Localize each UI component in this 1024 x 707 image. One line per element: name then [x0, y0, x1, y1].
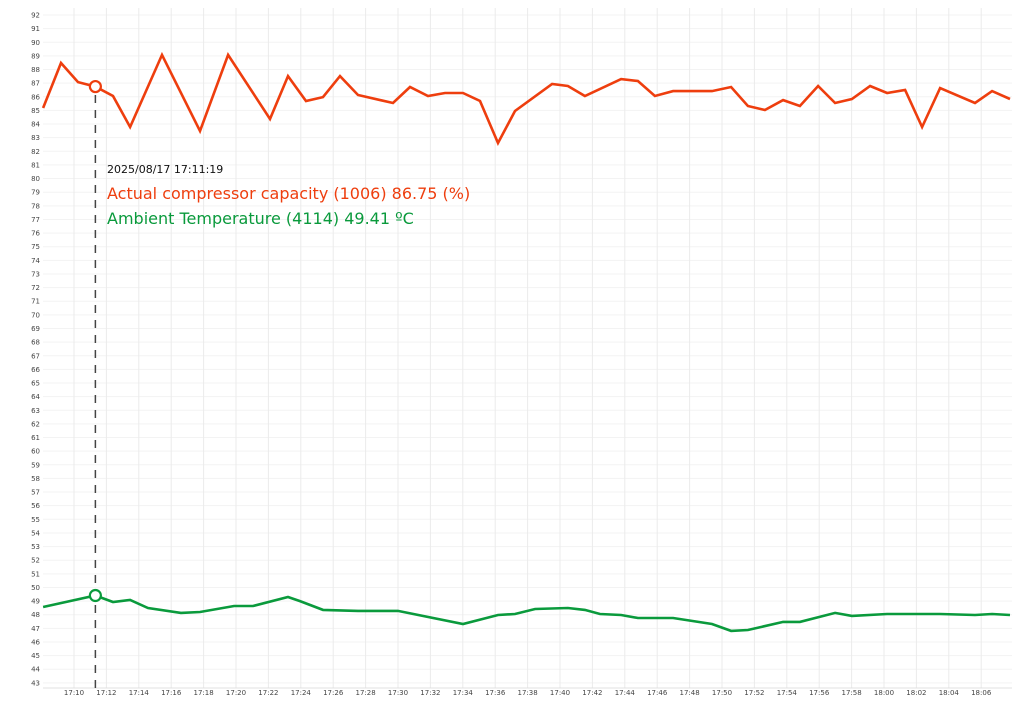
x-tick-label: 17:40 [550, 689, 570, 697]
y-tick-label: 71 [31, 298, 40, 306]
x-tick-label: 17:52 [744, 689, 764, 697]
y-tick-label: 59 [31, 461, 40, 469]
x-tick-label: 17:20 [226, 689, 246, 697]
y-tick-label: 73 [31, 270, 40, 278]
cursor-marker-1 [88, 588, 102, 603]
series-line-0[interactable] [41, 51, 1011, 147]
y-tick-label: 79 [31, 189, 40, 197]
y-tick-label: 72 [31, 284, 40, 292]
y-tick-label: 90 [31, 39, 40, 47]
y-tick-label: 55 [31, 516, 40, 524]
cursor-tooltip: 2025/08/17 17:11:19 Actual compressor ca… [107, 163, 470, 228]
y-axis: 43 44 45 46 47 48 49 50 51 52 53 54 55 56 57 58 59 60 61 62… [31, 12, 40, 688]
y-tick-label: 68 [31, 339, 40, 347]
x-axis: 17:10 17:12 17:14 17:16 17:18 17:20 17:22 17:24… [43, 687, 1012, 697]
y-tick-label: 78 [31, 202, 40, 210]
x-tick-label: 17:34 [453, 689, 474, 697]
y-tick-label: 92 [31, 12, 40, 20]
x-tick-label: 17:32 [420, 689, 440, 697]
y-tick-label: 53 [31, 543, 40, 551]
y-tick-label: 83 [31, 134, 40, 142]
y-tick-label: 48 [31, 611, 40, 619]
y-tick-label: 77 [31, 216, 40, 224]
x-tick-label: 17:38 [518, 689, 538, 697]
y-tick-label: 57 [31, 489, 40, 497]
x-tick-label: 17:56 [809, 689, 830, 697]
x-tick-label: 18:00 [874, 689, 894, 697]
y-tick-label: 56 [31, 502, 40, 510]
y-tick-label: 44 [31, 666, 40, 674]
x-tick-label: 17:24 [291, 689, 312, 697]
x-tick-label: 17:58 [842, 689, 862, 697]
x-tick-label: 17:48 [680, 689, 700, 697]
y-tick-label: 65 [31, 380, 40, 388]
y-tick-label: 67 [31, 352, 40, 360]
y-tick-label: 84 [31, 121, 40, 129]
x-tick-label: 17:36 [485, 689, 506, 697]
x-tick-label: 17:50 [712, 689, 732, 697]
series-line-1[interactable] [42, 594, 1011, 633]
grid [43, 8, 1012, 688]
y-tick-label: 58 [31, 475, 40, 483]
x-tick-label: 18:04 [939, 689, 960, 697]
x-tick-label: 17:46 [647, 689, 668, 697]
y-tick-label: 52 [31, 557, 40, 565]
y-tick-label: 70 [31, 311, 40, 319]
y-tick-label: 89 [31, 52, 40, 60]
y-tick-label: 47 [31, 625, 40, 633]
series-layer [41, 51, 1011, 633]
x-tick-label: 17:10 [64, 689, 84, 697]
y-tick-label: 80 [31, 175, 40, 183]
x-tick-label: 17:12 [96, 689, 116, 697]
x-tick-label: 17:22 [258, 689, 278, 697]
x-tick-label: 17:14 [129, 689, 150, 697]
x-tick-label: 17:28 [356, 689, 376, 697]
x-tick-label: 17:18 [194, 689, 214, 697]
y-tick-label: 66 [31, 366, 40, 374]
y-tick-label: 45 [31, 652, 40, 660]
y-tick-label: 76 [31, 230, 40, 238]
y-tick-label: 63 [31, 407, 40, 415]
x-tick-label: 18:02 [906, 689, 926, 697]
y-tick-label: 82 [31, 148, 40, 156]
y-tick-label: 64 [31, 393, 40, 401]
x-tick-label: 17:30 [388, 689, 408, 697]
y-tick-label: 87 [31, 80, 40, 88]
tooltip-timestamp: 2025/08/17 17:11:19 [107, 163, 223, 176]
y-tick-label: 69 [31, 325, 40, 333]
y-tick-label: 85 [31, 107, 40, 115]
y-tick-label: 91 [31, 25, 40, 33]
x-tick-label: 17:54 [777, 689, 798, 697]
y-tick-label: 50 [31, 584, 40, 592]
y-tick-label: 74 [31, 257, 40, 265]
y-tick-label: 61 [31, 434, 40, 442]
y-tick-label: 88 [31, 66, 40, 74]
cursor-marker-0 [88, 79, 102, 94]
y-tick-label: 49 [31, 598, 40, 606]
y-tick-label: 86 [31, 93, 40, 101]
y-tick-label: 43 [31, 679, 40, 687]
y-tick-label: 81 [31, 161, 40, 169]
x-tick-label: 17:44 [615, 689, 636, 697]
y-tick-label: 75 [31, 243, 40, 251]
y-tick-label: 51 [31, 570, 40, 578]
y-tick-label: 62 [31, 420, 40, 428]
x-tick-label: 17:26 [323, 689, 344, 697]
tooltip-series-ambient: Ambient Temperature (4114) 49.41 ºC [107, 209, 414, 228]
tooltip-series-capacity: Actual compressor capacity (1006) 86.75 … [107, 184, 470, 203]
x-tick-label: 18:06 [971, 689, 992, 697]
x-tick-label: 17:16 [161, 689, 182, 697]
y-tick-label: 46 [31, 638, 40, 646]
y-tick-label: 54 [31, 529, 40, 537]
y-tick-label: 60 [31, 448, 40, 456]
x-tick-label: 17:42 [582, 689, 602, 697]
